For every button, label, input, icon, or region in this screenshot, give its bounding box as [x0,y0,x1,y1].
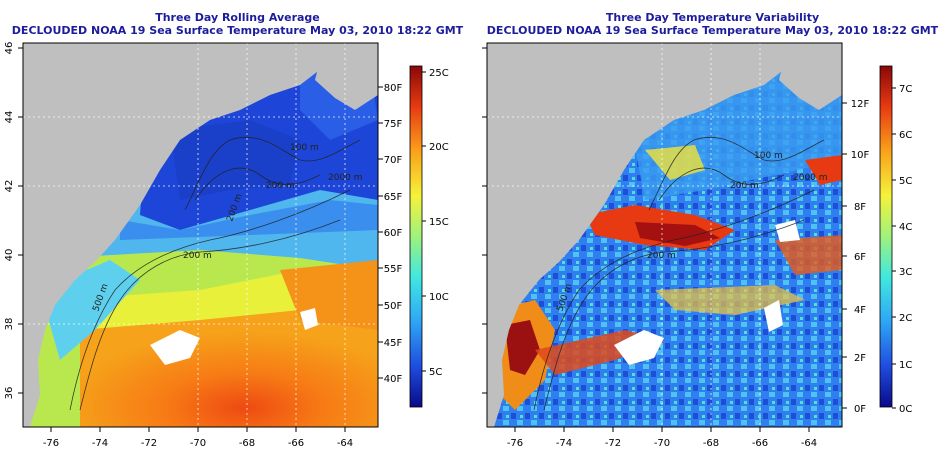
colorbar-label-c: 25C [429,68,449,79]
colorbar-label-c: 5C [899,176,912,187]
colorbar-label-c: 15C [429,217,449,228]
colorbar-label-f: 0F [854,404,866,415]
y-tick-label: 40 [475,249,477,262]
contour-label: 200 m [730,181,759,191]
map-subtitle: DECLOUDED NOAA 19 Sea Surface Temperatur… [486,24,939,37]
colorbar-label-f: 4F [854,305,866,316]
colorbar-label-f: 12F [851,99,870,110]
colorbar-label-f: 75F [384,119,403,130]
colorbar-label-c: 0C [899,404,912,415]
map-subtitle: DECLOUDED NOAA 19 Sea Surface Temperatur… [11,24,464,37]
contour-label: 100 m [754,151,783,161]
x-tick-label: -74 [92,438,108,449]
contour-label: 200 m [183,251,212,261]
map-image [23,43,378,427]
map-title: Three Day Rolling Average [155,11,320,24]
y-tick-label: 42 [4,180,15,193]
colorbar-label-f: 6F [854,252,866,263]
colorbar-label-f: 40F [384,374,403,385]
y-tick-label: 42 [475,180,477,193]
colorbar-label-c: 4C [899,222,912,233]
x-tick-label: -66 [288,438,304,449]
colorbar [409,65,423,408]
colorbar-label-c: 7C [899,84,912,95]
map-title: Three Day Temperature Variability [605,11,820,24]
colorbar-label-f: 65F [384,192,403,203]
colorbar-label-f: 8F [854,202,866,213]
colorbar-label-c: 2C [899,313,912,324]
colorbar-label-f: 45F [384,338,403,349]
y-tick-label: 36 [475,387,477,400]
contour-label: 2000 m [328,173,363,183]
x-tick-label: -74 [556,438,572,449]
y-tick-label: 38 [475,318,477,331]
contour-label: 100 m [290,143,319,153]
colorbar-label-f: 2F [854,353,866,364]
y-tick-label: 44 [4,111,15,124]
colorbar-label-c: 5C [429,367,442,378]
average-panel: Three Day Rolling Average DECLOUDED NOAA… [4,11,464,449]
contour-label: 200 m [266,181,295,191]
colorbar-label-c: 6C [899,130,912,141]
contour-label: 2000 m [793,173,828,183]
map-frame [22,42,379,428]
x-tick-label: -68 [239,438,255,449]
x-tick-label: -76 [507,438,523,449]
x-tick-label: -64 [337,438,353,449]
x-tick-label: -70 [190,438,206,449]
colorbar-label-c: 3C [899,267,912,278]
y-tick-label: 38 [4,318,15,331]
contour-label: 200 m [647,251,676,261]
map-image [487,43,842,427]
x-tick-label: -76 [43,438,59,449]
colorbar-label-f: 80F [384,83,403,94]
colorbar-label-c: 1C [899,360,912,371]
colorbar-label-f: 60F [384,228,403,239]
y-tick-label: 46 [4,42,15,55]
x-tick-label: -68 [703,438,719,449]
colorbar-label-f: 50F [384,301,403,312]
average-map: 200 m 200 m 200 m 100 m 2000 m 500 m -76… [4,42,449,449]
colorbar-label-c: 10C [429,292,449,303]
colorbar-label-c: 20C [429,142,449,153]
colorbar-label-f: 55F [384,264,403,275]
colorbar [879,65,893,408]
x-tick-label: -72 [141,438,157,449]
y-tick-label: 44 [475,111,477,124]
variability-map: 200 m 100 m 200 m 2000 m 500 m -76 -74 -… [475,42,912,449]
x-tick-label: -70 [654,438,670,449]
x-tick-label: -64 [801,438,817,449]
x-tick-label: -72 [605,438,621,449]
map-frame [486,42,843,428]
colorbar-label-f: 10F [851,150,870,161]
variability-panel: Three Day Temperature Variability DECLOU… [475,0,950,475]
y-tick-label: 40 [4,249,15,262]
x-tick-label: -66 [752,438,768,449]
y-tick-label: 36 [4,387,15,400]
y-tick-label: 46 [475,42,477,55]
colorbar-label-f: 70F [384,155,403,166]
